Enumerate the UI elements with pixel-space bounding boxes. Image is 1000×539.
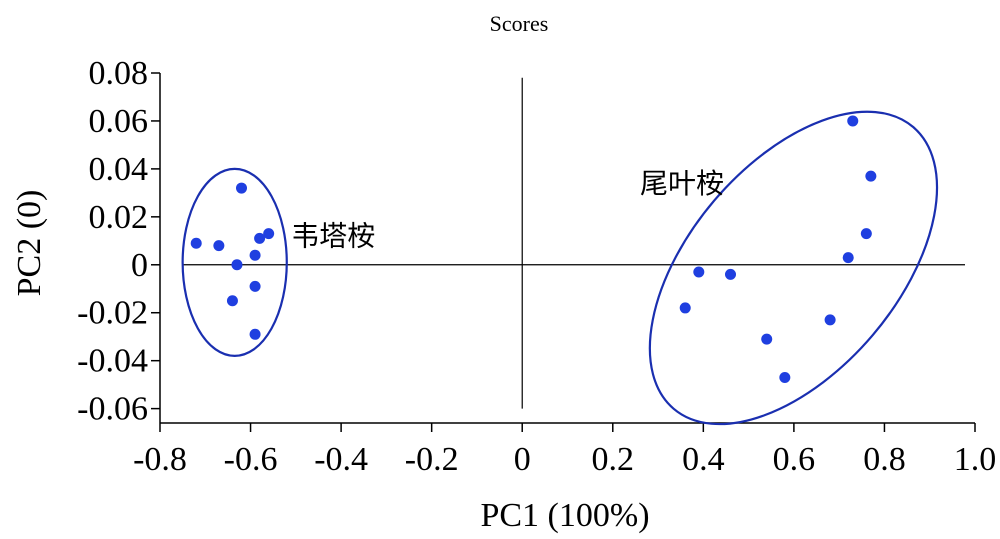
y-tick-label: 0.02 — [89, 199, 149, 236]
data-point — [249, 280, 261, 292]
data-point — [860, 228, 872, 240]
data-points — [190, 115, 877, 383]
data-point — [779, 371, 791, 383]
data-point — [254, 232, 266, 244]
data-point — [761, 333, 773, 345]
data-point — [725, 268, 736, 280]
group-label: 尾叶桉 — [640, 167, 724, 200]
x-tick-label: 0.2 — [592, 441, 635, 478]
x-tick-label: 0.8 — [863, 441, 906, 478]
y-tick-label: -0.06 — [77, 391, 148, 428]
y-tick-label: 0 — [131, 247, 148, 284]
y-tick-label: 0.06 — [89, 103, 149, 140]
data-point — [693, 266, 705, 278]
y-tick-label: 0.08 — [89, 55, 149, 92]
data-point — [236, 182, 247, 194]
x-tick-label: 0.4 — [682, 441, 725, 478]
group-ellipse — [181, 167, 288, 357]
data-point — [213, 240, 225, 252]
data-point — [263, 228, 275, 240]
data-point — [842, 252, 854, 264]
group-label: 韦塔桉 — [291, 220, 375, 253]
chart-title: Scores — [490, 11, 549, 36]
data-point — [226, 295, 238, 307]
y-axis-title: PC2 (0) — [11, 190, 48, 297]
data-point — [865, 170, 877, 182]
x-tick-label: 0.6 — [773, 441, 816, 478]
axes: 0.08 0.06 0.04 0.02 0 -0.02 -0.04 -0.06 -0.8 -0.6… — [77, 55, 996, 478]
data-point — [190, 237, 202, 249]
y-tick-label: -0.02 — [77, 295, 148, 332]
group-labels: 韦塔桉 尾叶桉 — [291, 167, 724, 253]
group-ellipse — [648, 110, 939, 426]
data-point — [847, 115, 859, 127]
x-tick-label: 1.0 — [954, 441, 997, 478]
x-tick-label: -0.4 — [314, 441, 368, 478]
x-axis-title: PC1 (100%) — [480, 497, 649, 534]
x-tick-label: 0 — [514, 441, 531, 478]
data-point — [679, 302, 691, 314]
data-point — [824, 314, 836, 326]
data-point — [249, 328, 261, 340]
group-ellipses — [181, 110, 939, 426]
y-tick-label: 0.04 — [89, 151, 149, 188]
x-tick-label: -0.2 — [405, 441, 459, 478]
data-point — [231, 259, 243, 271]
x-tick-label: -0.6 — [224, 441, 278, 478]
y-tick-label: -0.04 — [77, 343, 148, 380]
x-tick-label: -0.8 — [133, 441, 187, 478]
data-point — [249, 249, 261, 261]
